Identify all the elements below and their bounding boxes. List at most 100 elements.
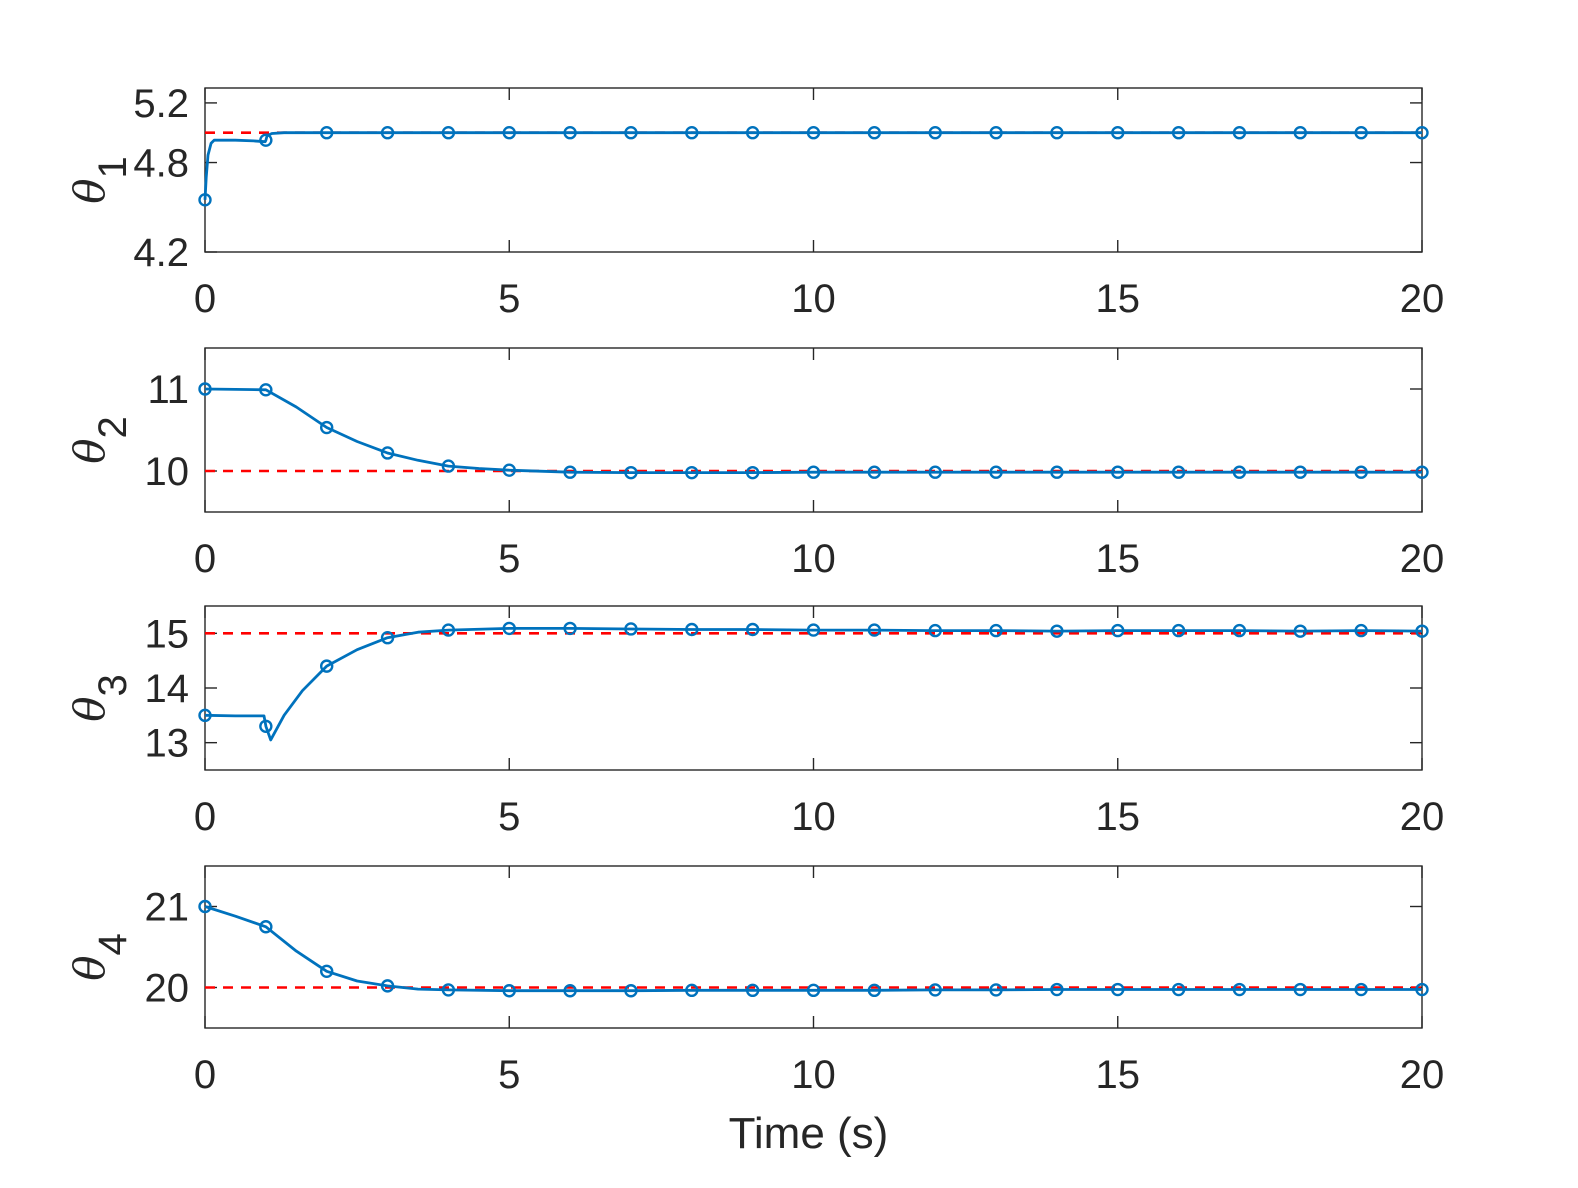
data-marker bbox=[1050, 982, 1064, 997]
x-tick-label: 0 bbox=[194, 537, 216, 581]
data-marker bbox=[563, 984, 577, 998]
data-marker bbox=[1111, 465, 1125, 479]
x-tick-label: 10 bbox=[791, 537, 836, 581]
data-marker bbox=[1232, 982, 1247, 997]
data-marker bbox=[1293, 982, 1308, 997]
x-tick-label: 0 bbox=[194, 1053, 216, 1097]
data-marker bbox=[1293, 624, 1308, 638]
axes-box bbox=[204, 865, 1423, 1029]
x-tick-label: 20 bbox=[1400, 277, 1445, 321]
data-marker bbox=[624, 984, 638, 998]
data-marker bbox=[198, 382, 212, 396]
data-marker bbox=[441, 983, 456, 997]
x-tick-label: 15 bbox=[1096, 277, 1141, 321]
y-tick-label: 15 bbox=[145, 612, 190, 656]
x-tick-label: 5 bbox=[498, 1053, 520, 1097]
data-marker bbox=[685, 622, 699, 637]
y-tick-label: 11 bbox=[147, 368, 189, 412]
data-marker bbox=[502, 126, 516, 140]
data-marker bbox=[685, 983, 699, 998]
data-marker bbox=[806, 983, 821, 998]
data-marker bbox=[745, 126, 760, 140]
data-marker bbox=[320, 659, 334, 673]
data-marker bbox=[745, 622, 760, 637]
data-marker bbox=[989, 623, 1003, 638]
data-marker bbox=[1171, 465, 1186, 479]
y-axis-label: θ1 bbox=[65, 156, 135, 204]
data-marker bbox=[1415, 126, 1429, 140]
data-marker bbox=[320, 420, 334, 435]
data-marker bbox=[1293, 126, 1308, 140]
series-line bbox=[203, 131, 1422, 200]
data-marker bbox=[928, 623, 942, 638]
y-tick-label: 10 bbox=[145, 450, 190, 494]
data-marker bbox=[989, 983, 1003, 997]
x-tick-label: 10 bbox=[791, 795, 836, 839]
data-marker bbox=[745, 465, 760, 480]
data-marker bbox=[989, 126, 1003, 140]
data-marker bbox=[1415, 624, 1429, 638]
data-marker bbox=[928, 465, 942, 479]
data-marker bbox=[563, 465, 577, 479]
y-tick-label: 4.2 bbox=[133, 231, 189, 275]
data-marker bbox=[1415, 465, 1429, 479]
data-marker bbox=[1111, 126, 1125, 140]
x-tick-label: 10 bbox=[791, 277, 836, 321]
series-line bbox=[204, 387, 1422, 475]
y-axis-label: θ2 bbox=[65, 416, 135, 464]
data-marker bbox=[380, 979, 395, 993]
data-marker bbox=[441, 126, 456, 140]
y-tick-label: 21 bbox=[145, 886, 190, 930]
data-marker bbox=[1232, 465, 1247, 479]
y-axis-label: θ3 bbox=[65, 674, 135, 722]
x-tick-label: 10 bbox=[791, 1053, 836, 1097]
data-marker bbox=[1354, 623, 1368, 638]
axes-box bbox=[204, 347, 1423, 513]
data-marker bbox=[1171, 126, 1186, 140]
data-marker bbox=[867, 983, 882, 998]
y-axis-label-subscript: 2 bbox=[91, 416, 135, 438]
data-marker bbox=[259, 920, 273, 934]
data-marker bbox=[624, 126, 638, 140]
data-marker bbox=[502, 621, 516, 636]
data-marker bbox=[867, 623, 882, 637]
y-axis-label-subscript: 4 bbox=[91, 933, 135, 955]
data-marker bbox=[198, 899, 212, 914]
x-axis-label: Time (s) bbox=[729, 1109, 889, 1158]
data-marker bbox=[1050, 126, 1064, 140]
data-marker bbox=[1111, 623, 1125, 638]
data-marker bbox=[563, 621, 577, 636]
data-marker bbox=[1232, 126, 1247, 140]
data-marker bbox=[928, 126, 942, 140]
y-tick-label: 5.2 bbox=[133, 82, 189, 126]
y-axis-label-subscript: 1 bbox=[91, 156, 135, 178]
data-marker bbox=[685, 126, 699, 140]
data-marker bbox=[441, 459, 456, 473]
axes-box bbox=[204, 87, 1423, 253]
data-marker bbox=[928, 983, 942, 997]
x-tick-label: 15 bbox=[1096, 795, 1141, 839]
series-line bbox=[204, 627, 1423, 742]
data-marker bbox=[806, 126, 821, 140]
y-axis-label-symbol: θ bbox=[65, 438, 114, 463]
x-tick-label: 15 bbox=[1096, 537, 1141, 581]
x-tick-label: 5 bbox=[498, 537, 520, 581]
y-tick-label: 14 bbox=[145, 667, 190, 711]
data-marker bbox=[380, 446, 395, 460]
y-axis-label-symbol: θ bbox=[65, 955, 114, 980]
data-marker bbox=[320, 964, 334, 978]
data-marker bbox=[1171, 982, 1186, 997]
data-marker bbox=[198, 193, 212, 207]
y-axis-label-subscript: 3 bbox=[91, 674, 135, 696]
data-marker bbox=[198, 708, 212, 723]
data-marker bbox=[624, 622, 638, 636]
subplot-1: 0 5 10 15 20 4.2 4.8 5.2 θ1 bbox=[65, 82, 1444, 321]
y-axis-label: θ4 bbox=[65, 933, 135, 981]
data-marker bbox=[259, 719, 273, 733]
data-marker bbox=[1415, 982, 1429, 997]
data-marker bbox=[380, 126, 395, 140]
data-marker bbox=[806, 465, 821, 479]
y-tick-label: 4.8 bbox=[133, 142, 189, 186]
data-marker bbox=[502, 463, 516, 477]
data-marker bbox=[1293, 465, 1308, 479]
